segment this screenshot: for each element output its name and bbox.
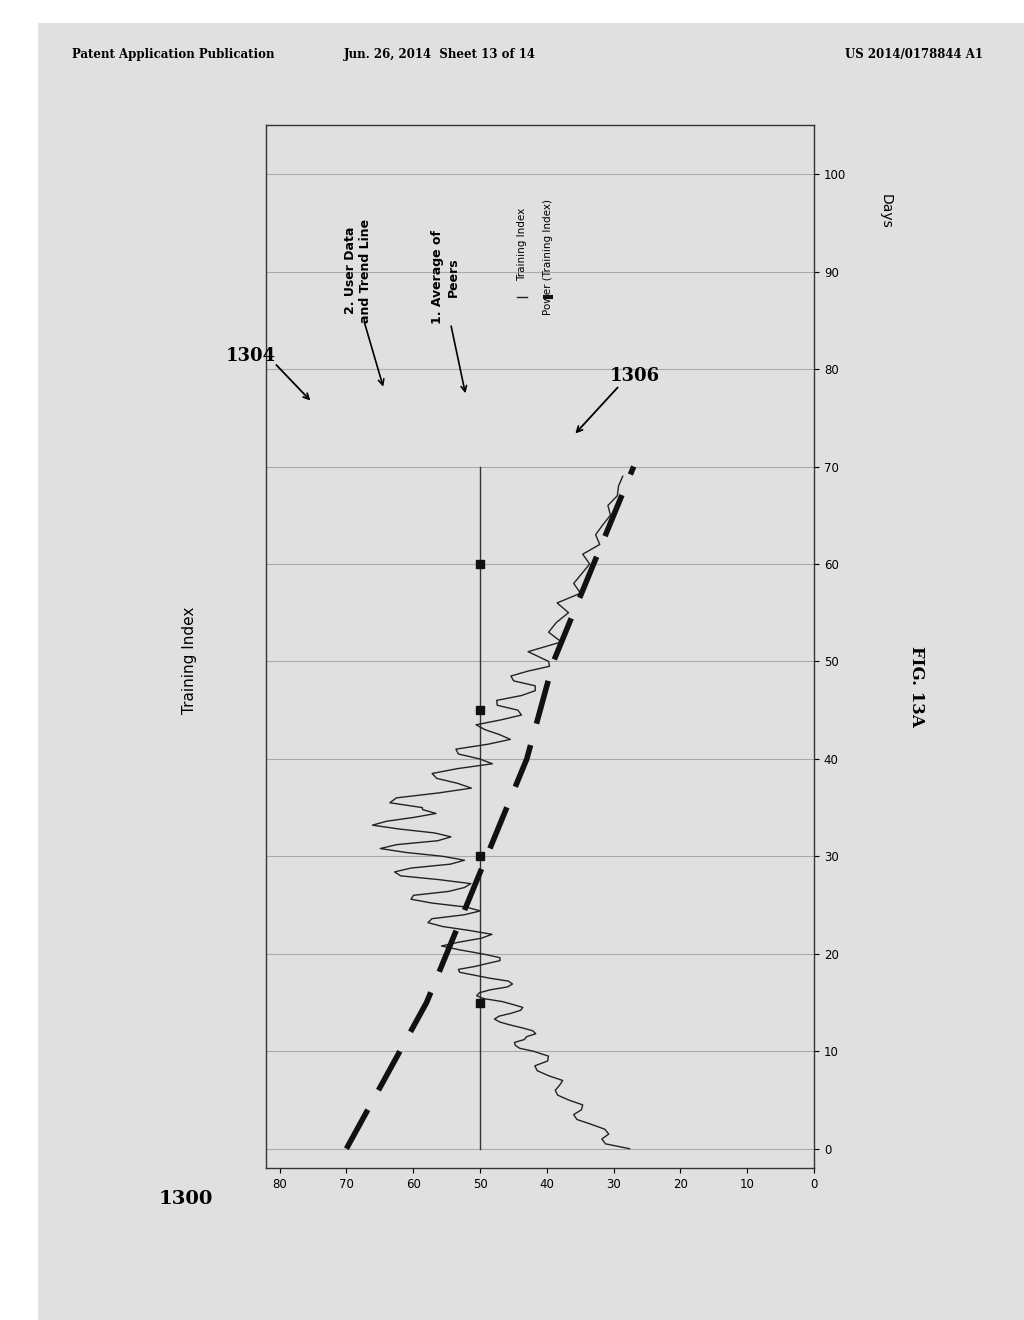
Text: Training Index: Training Index [182,606,197,714]
Text: 2. User Data
and Trend Line: 2. User Data and Trend Line [344,219,373,322]
Text: 1300: 1300 [159,1189,213,1208]
Text: FIG. 13A: FIG. 13A [908,645,925,727]
Text: Jun. 26, 2014  Sheet 13 of 14: Jun. 26, 2014 Sheet 13 of 14 [344,48,537,61]
Text: Days: Days [879,194,893,228]
Text: 1304: 1304 [226,347,275,366]
Text: Patent Application Publication: Patent Application Publication [72,48,274,61]
Text: US 2014/0178844 A1: US 2014/0178844 A1 [845,48,983,61]
Text: 1306: 1306 [610,367,659,385]
Text: 1. Average of
Peers: 1. Average of Peers [431,230,460,325]
Text: Training Index: Training Index [517,207,527,281]
Text: Power (Training Index): Power (Training Index) [543,199,553,315]
